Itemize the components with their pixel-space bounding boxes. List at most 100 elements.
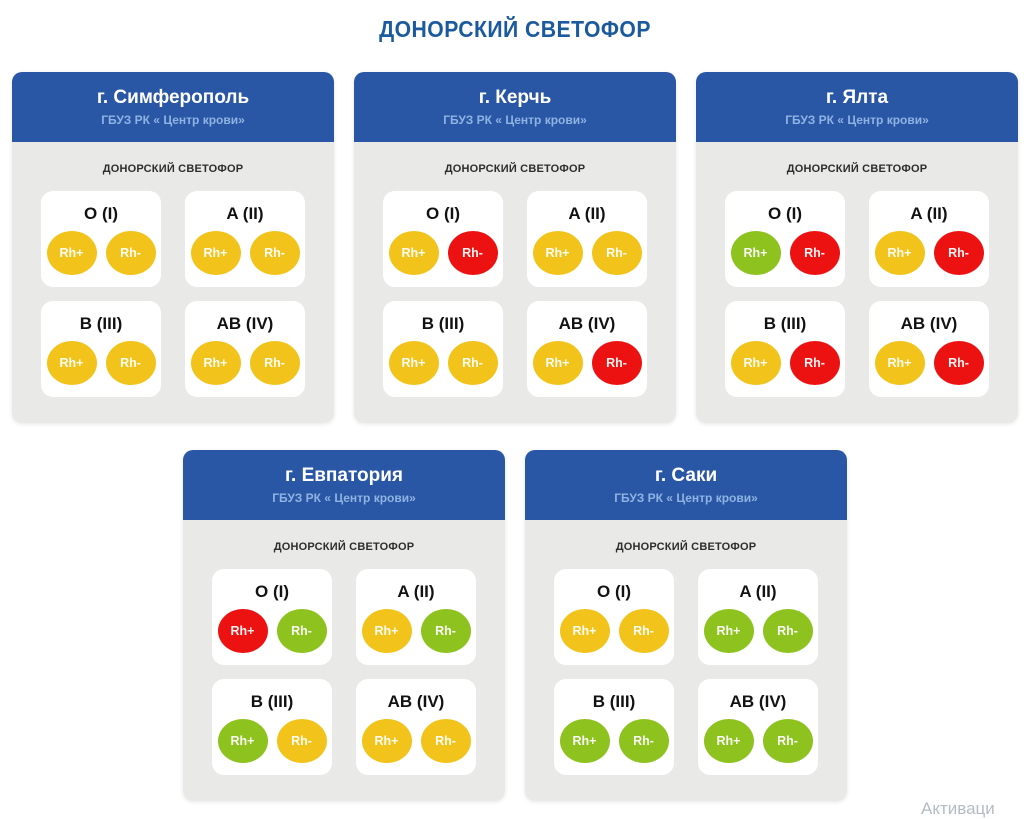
blood-type-label: AB (IV) <box>729 692 787 711</box>
blood-type-label: A (II) <box>226 204 264 223</box>
blood-type-label: O (I) <box>426 204 460 223</box>
rh-minus-indicator: Rh- <box>105 231 156 275</box>
center-org: ГБУЗ РК « Центр крови» <box>443 113 587 127</box>
center-city: г. Ялта <box>825 87 889 108</box>
rh-minus-indicator: Rh- <box>249 231 300 275</box>
blood-group-panel: O (I) Rh+ Rh- <box>212 569 332 665</box>
center-org: ГБУЗ РК « Центр крови» <box>101 113 245 127</box>
blood-type-label: B (III) <box>250 692 294 711</box>
blood-type-label: B (III) <box>421 314 465 333</box>
rh-plus-indicator: Rh+ <box>874 341 925 385</box>
centers-row-1: г. Симферополь ГБУЗ РК « Центр крови» ДО… <box>0 72 1030 423</box>
center-city: г. Саки <box>654 465 718 486</box>
blood-center-card: г. Симферополь ГБУЗ РК « Центр крови» ДО… <box>12 72 334 423</box>
rh-minus-indicator: Rh- <box>249 341 300 385</box>
card-body: ДОНОРСКИЙ СВЕТОФОР O (I) Rh+ Rh- A (II) … <box>354 142 676 423</box>
center-org: ГБУЗ РК « Центр крови» <box>272 491 416 505</box>
card-body: ДОНОРСКИЙ СВЕТОФОР O (I) Rh+ Rh- A (II) … <box>696 142 1018 423</box>
blood-center-card: г. Ялта ГБУЗ РК « Центр крови» ДОНОРСКИЙ… <box>696 72 1018 423</box>
rh-circle-row: Rh+ Rh- <box>874 231 984 275</box>
blood-group-panel: B (III) Rh+ Rh- <box>725 301 845 397</box>
rh-circle-row: Rh+ Rh- <box>361 719 471 763</box>
rh-plus-indicator: Rh+ <box>217 719 268 763</box>
rh-circle-row: Rh+ Rh- <box>703 609 813 653</box>
rh-circle-row: Rh+ Rh- <box>46 231 156 275</box>
blood-group-panel: AB (IV) Rh+ Rh- <box>185 301 305 397</box>
rh-plus-indicator: Rh+ <box>730 341 781 385</box>
rh-plus-indicator: Rh+ <box>190 341 241 385</box>
rh-plus-indicator: Rh+ <box>532 231 583 275</box>
rh-circle-row: Rh+ Rh- <box>46 341 156 385</box>
rh-plus-indicator: Rh+ <box>703 719 754 763</box>
page-title: ДОНОРСКИЙ СВЕТОФОР <box>379 16 651 42</box>
rh-plus-indicator: Rh+ <box>703 609 754 653</box>
rh-minus-indicator: Rh- <box>276 719 327 763</box>
widget-title: ДОНОРСКИЙ СВЕТОФОР <box>444 163 586 175</box>
blood-type-label: B (III) <box>592 692 636 711</box>
blood-type-label: B (III) <box>763 314 807 333</box>
blood-center-card: г. Керчь ГБУЗ РК « Центр крови» ДОНОРСКИ… <box>354 72 676 423</box>
rh-plus-indicator: Rh+ <box>46 231 97 275</box>
widget-title: ДОНОРСКИЙ СВЕТОФОР <box>786 163 928 175</box>
rh-minus-indicator: Rh- <box>618 719 669 763</box>
rh-circle-row: Rh+ Rh- <box>217 719 327 763</box>
blood-center-card: г. Евпатория ГБУЗ РК « Центр крови» ДОНО… <box>183 450 505 801</box>
blood-group-panel: O (I) Rh+ Rh- <box>725 191 845 287</box>
rh-circle-row: Rh+ Rh- <box>559 719 669 763</box>
rh-plus-indicator: Rh+ <box>46 341 97 385</box>
card-header: г. Симферополь ГБУЗ РК « Центр крови» <box>12 72 334 142</box>
rh-circle-row: Rh+ Rh- <box>730 231 840 275</box>
rh-minus-indicator: Rh- <box>591 341 642 385</box>
blood-group-panel: A (II) Rh+ Rh- <box>869 191 989 287</box>
rh-minus-indicator: Rh- <box>762 719 813 763</box>
rh-minus-indicator: Rh- <box>447 231 498 275</box>
blood-group-panel: A (II) Rh+ Rh- <box>185 191 305 287</box>
blood-group-panel: A (II) Rh+ Rh- <box>527 191 647 287</box>
card-header: г. Евпатория ГБУЗ РК « Центр крови» <box>183 450 505 520</box>
centers-row-2: г. Евпатория ГБУЗ РК « Центр крови» ДОНО… <box>0 450 1030 801</box>
blood-groups-grid: O (I) Rh+ Rh- A (II) Rh+ Rh- B (III) Rh+… <box>725 191 989 397</box>
center-org: ГБУЗ РК « Центр крови» <box>785 113 929 127</box>
rh-minus-indicator: Rh- <box>276 609 327 653</box>
blood-group-panel: B (III) Rh+ Rh- <box>41 301 161 397</box>
blood-group-panel: AB (IV) Rh+ Rh- <box>869 301 989 397</box>
widget-title: ДОНОРСКИЙ СВЕТОФОР <box>102 163 244 175</box>
rh-plus-indicator: Rh+ <box>361 609 412 653</box>
blood-type-label: A (II) <box>910 204 948 223</box>
card-header: г. Керчь ГБУЗ РК « Центр крови» <box>354 72 676 142</box>
rh-plus-indicator: Rh+ <box>730 231 781 275</box>
card-body: ДОНОРСКИЙ СВЕТОФОР O (I) Rh+ Rh- A (II) … <box>12 142 334 423</box>
blood-type-label: O (I) <box>255 582 289 601</box>
blood-type-label: AB (IV) <box>900 314 958 333</box>
center-city: г. Симферополь <box>96 87 250 108</box>
rh-circle-row: Rh+ Rh- <box>217 609 327 653</box>
rh-circle-row: Rh+ Rh- <box>190 341 300 385</box>
rh-plus-indicator: Rh+ <box>559 609 610 653</box>
blood-type-label: O (I) <box>84 204 118 223</box>
rh-minus-indicator: Rh- <box>447 341 498 385</box>
blood-groups-grid: O (I) Rh+ Rh- A (II) Rh+ Rh- B (III) Rh+… <box>383 191 647 397</box>
blood-group-panel: B (III) Rh+ Rh- <box>212 679 332 775</box>
blood-group-panel: B (III) Rh+ Rh- <box>383 301 503 397</box>
rh-plus-indicator: Rh+ <box>532 341 583 385</box>
blood-groups-grid: O (I) Rh+ Rh- A (II) Rh+ Rh- B (III) Rh+… <box>41 191 305 397</box>
center-city: г. Керчь <box>478 87 552 108</box>
rh-minus-indicator: Rh- <box>933 231 984 275</box>
rh-plus-indicator: Rh+ <box>559 719 610 763</box>
blood-type-label: AB (IV) <box>216 314 274 333</box>
rh-minus-indicator: Rh- <box>789 341 840 385</box>
blood-group-panel: AB (IV) Rh+ Rh- <box>356 679 476 775</box>
blood-type-label: O (I) <box>597 582 631 601</box>
blood-type-label: B (III) <box>79 314 123 333</box>
rh-minus-indicator: Rh- <box>933 341 984 385</box>
rh-minus-indicator: Rh- <box>618 609 669 653</box>
rh-minus-indicator: Rh- <box>420 719 471 763</box>
activation-watermark: Активаци <box>921 799 995 818</box>
rh-circle-row: Rh+ Rh- <box>559 609 669 653</box>
rh-plus-indicator: Rh+ <box>361 719 412 763</box>
rh-plus-indicator: Rh+ <box>217 609 268 653</box>
blood-group-panel: B (III) Rh+ Rh- <box>554 679 674 775</box>
rh-circle-row: Rh+ Rh- <box>703 719 813 763</box>
card-body: ДОНОРСКИЙ СВЕТОФОР O (I) Rh+ Rh- A (II) … <box>525 520 847 801</box>
rh-circle-row: Rh+ Rh- <box>361 609 471 653</box>
